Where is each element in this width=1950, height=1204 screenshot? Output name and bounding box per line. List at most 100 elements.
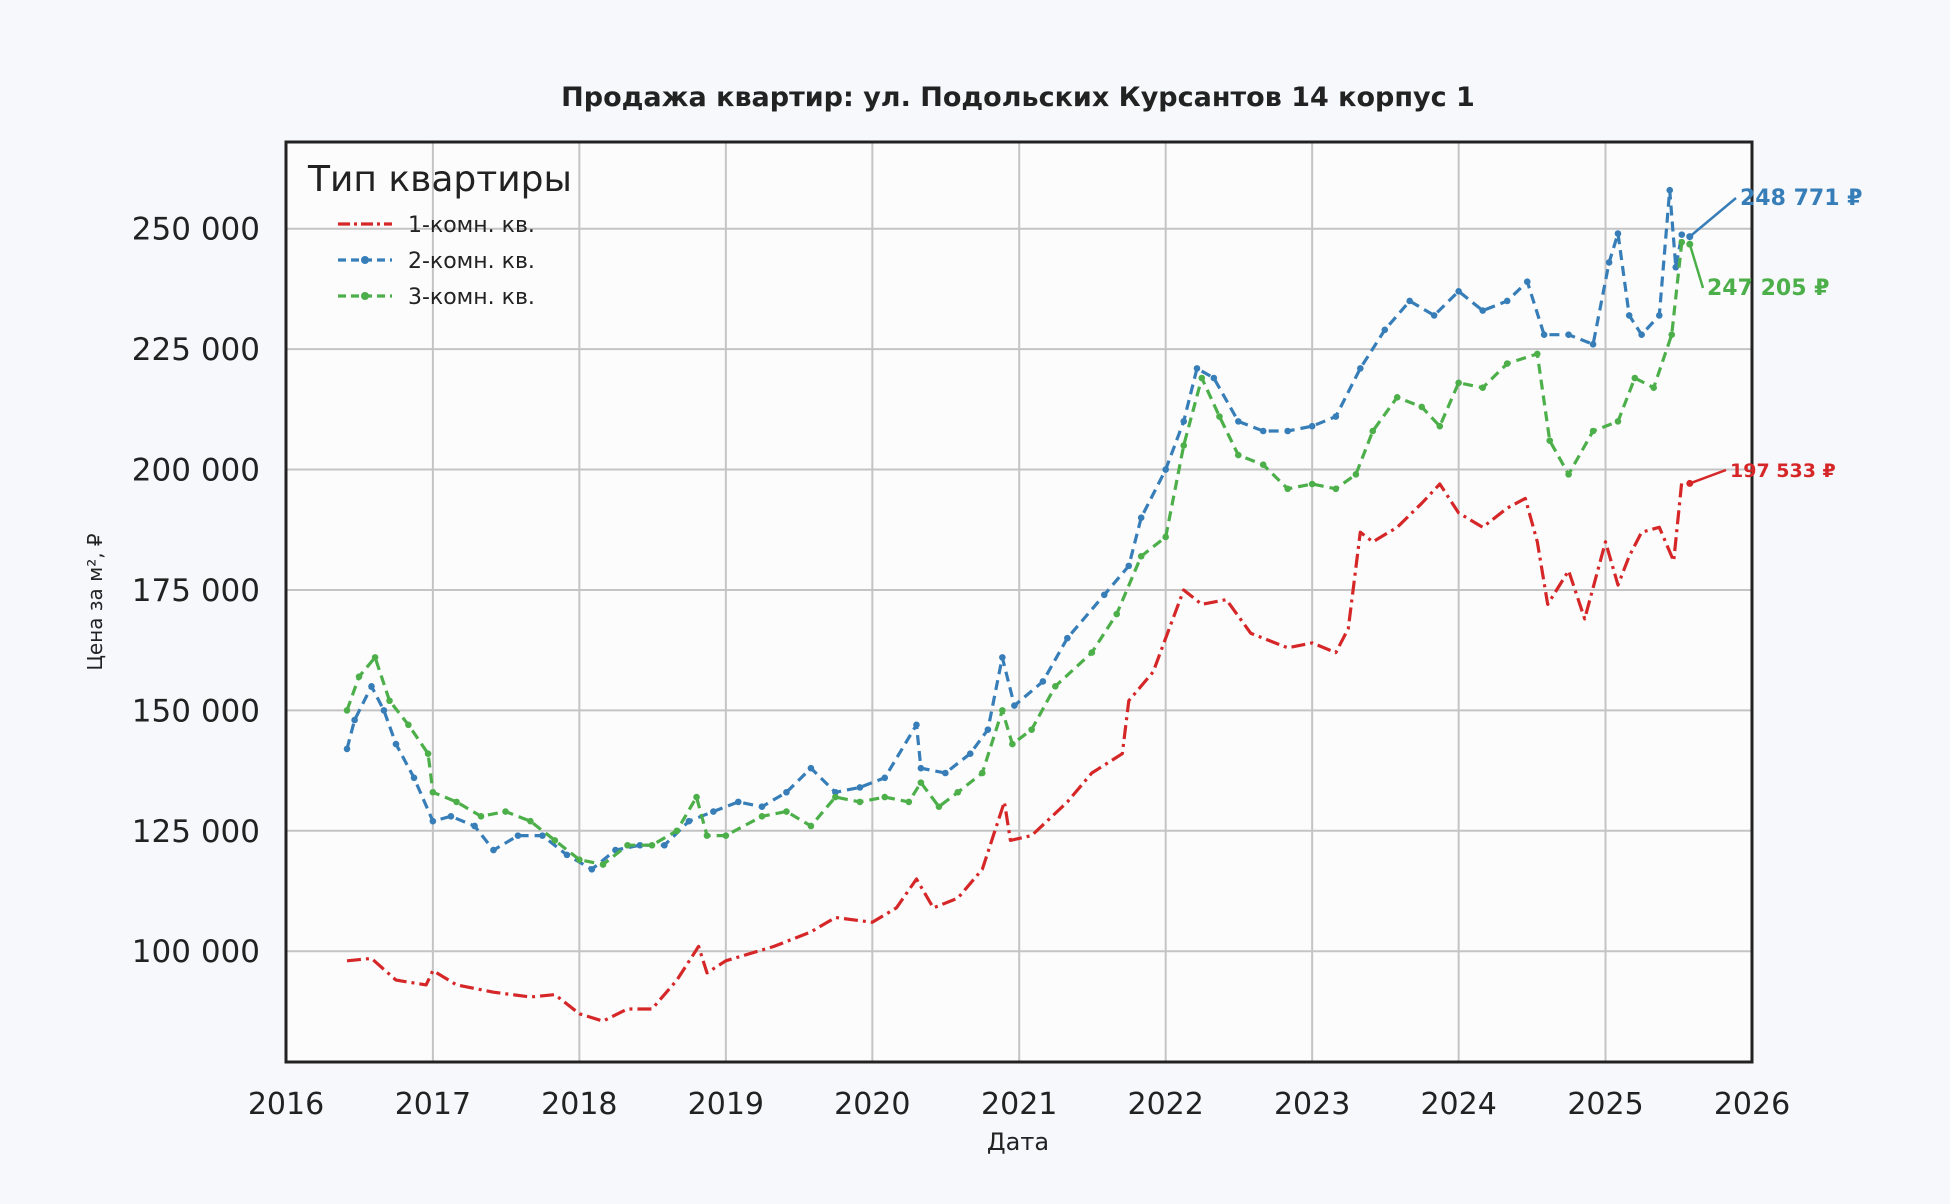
y-tick-label: 150 000 xyxy=(132,693,260,729)
x-tick-label: 2020 xyxy=(834,1087,910,1122)
y-tick-label: 250 000 xyxy=(132,212,260,248)
annotation-arrowhead xyxy=(1686,479,1694,487)
series-2-point xyxy=(1523,278,1531,285)
series-3-point xyxy=(1631,374,1639,382)
series-3-point xyxy=(703,832,711,839)
series-3-point xyxy=(386,697,393,705)
series-3-point xyxy=(999,707,1006,714)
x-tick-label: 2018 xyxy=(541,1087,617,1122)
series-3-point xyxy=(1308,480,1316,488)
legend-items: 1-комн. кв. 2-комн. кв. 3-комн. кв. xyxy=(338,213,535,310)
series-3-point xyxy=(1009,740,1016,748)
series-line-3 xyxy=(345,242,1684,867)
series-2-point xyxy=(832,788,839,796)
series-3-point xyxy=(856,798,864,806)
series-3-point xyxy=(1352,471,1360,478)
series-2-point xyxy=(1589,341,1597,348)
series-layer xyxy=(343,186,1686,1023)
annotation-arrowhead xyxy=(1686,233,1694,241)
series-2-point xyxy=(429,817,437,825)
series-2-point xyxy=(984,726,992,733)
series-2-point xyxy=(380,707,388,714)
chart-title: Продажа квартир: ул. Подольских Курсанто… xyxy=(561,82,1475,113)
series-2-point xyxy=(392,740,400,748)
series-2-point xyxy=(1137,514,1145,522)
annotation-arrow xyxy=(1689,468,1727,485)
x-tick-label: 2026 xyxy=(1714,1087,1790,1122)
series-3-point xyxy=(1565,471,1572,478)
series-2-point xyxy=(685,817,693,825)
y-tick-label: 175 000 xyxy=(132,573,260,609)
series-2-point xyxy=(447,813,455,820)
series-2-point xyxy=(856,784,864,791)
series-3-point xyxy=(722,832,730,839)
series-3-point xyxy=(343,707,351,714)
series-2-point xyxy=(734,798,742,806)
series-3-point xyxy=(1455,379,1462,387)
x-tick-label: 2019 xyxy=(688,1087,764,1122)
series-2-point xyxy=(1210,374,1218,382)
series-3-point xyxy=(1546,437,1554,444)
series-2-point xyxy=(661,841,668,849)
last-value-label: 197 533 ₽ xyxy=(1730,460,1836,482)
legend-label: 3-комн. кв. xyxy=(408,285,535,310)
series-2-point xyxy=(1666,186,1674,194)
y-tick-label: 225 000 xyxy=(132,332,260,368)
x-axis-label: Дата xyxy=(987,1128,1049,1156)
series-3-point xyxy=(1284,485,1291,493)
series-3-point xyxy=(502,808,509,815)
series-3-point xyxy=(1393,393,1401,401)
last-value-label: 248 771 ₽ xyxy=(1740,186,1862,211)
series-line-2 xyxy=(345,188,1684,871)
last-value-annotations: 197 533 ₽ 248 771 ₽ 247 205 ₽ xyxy=(1686,186,1862,487)
series-3-point xyxy=(1503,360,1511,367)
series-3-point xyxy=(1479,384,1487,391)
series-3-point xyxy=(917,779,925,786)
series-2-point xyxy=(1162,466,1169,473)
series-2-point xyxy=(1540,331,1548,338)
legend-label: 2-комн. кв. xyxy=(408,249,535,274)
series-3-point xyxy=(1369,427,1377,435)
series-2-point xyxy=(710,808,717,815)
legend-title: Тип квартиры xyxy=(307,159,572,200)
series-2-point xyxy=(807,764,815,772)
series-3-point xyxy=(758,813,766,820)
series-2-point xyxy=(1479,307,1487,314)
series-2-point xyxy=(1406,297,1413,305)
annotation-arrowhead xyxy=(1686,240,1694,248)
series-3-point xyxy=(648,841,656,849)
series-3-point xyxy=(1614,418,1622,425)
x-tick-label: 2021 xyxy=(981,1087,1057,1122)
series-3-point xyxy=(1198,374,1206,382)
series-line-1 xyxy=(346,481,1684,1023)
series-3-point xyxy=(1436,422,1444,430)
legend-label: 1-комн. кв. xyxy=(408,213,535,238)
series-2-point xyxy=(1064,634,1071,642)
series-3-point xyxy=(832,793,839,801)
series-2-point xyxy=(1381,326,1389,334)
series-3-point xyxy=(1418,403,1426,411)
series-2-point xyxy=(588,866,596,873)
x-tick-label: 2023 xyxy=(1274,1087,1350,1122)
series-3-point xyxy=(429,788,437,796)
series-2-point xyxy=(1672,263,1680,271)
series-2-point xyxy=(1039,678,1047,685)
series-2-point xyxy=(999,654,1006,661)
series-2-point xyxy=(1625,312,1633,319)
series-3-point xyxy=(881,793,889,801)
y-tick-label: 200 000 xyxy=(132,453,260,489)
x-axis-ticks: 2016 2017 2018 2019 2020 2021 2022 2023 2024 2025… xyxy=(248,1087,1790,1122)
series-2-point xyxy=(1655,312,1663,319)
series-3-point xyxy=(1088,649,1096,656)
series-2-point xyxy=(1503,297,1511,305)
series-2-point xyxy=(1455,288,1462,295)
series-2-point xyxy=(1193,365,1201,372)
x-tick-label: 2016 xyxy=(248,1087,324,1122)
legend: Тип квартиры 1-комн. кв. 2-комн. кв. 3-ком… xyxy=(307,159,572,310)
series-2-point xyxy=(917,764,925,772)
series-2-point xyxy=(1235,418,1242,425)
series-2-point xyxy=(1332,413,1340,420)
series-2-point xyxy=(490,846,497,854)
series-2-point xyxy=(1430,312,1438,319)
